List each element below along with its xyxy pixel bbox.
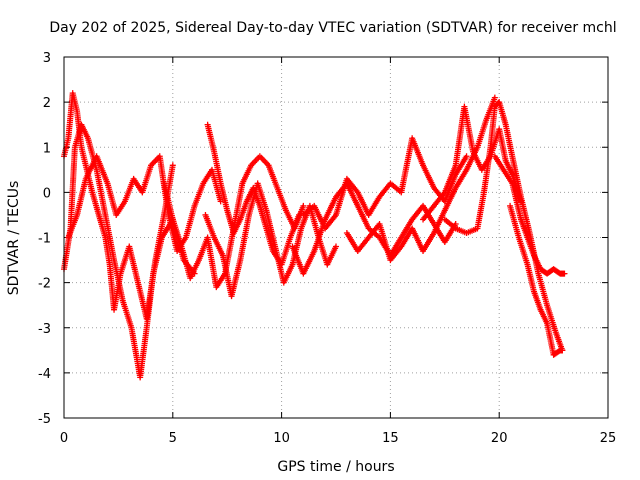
series-sat-track-f: [204, 121, 303, 268]
tick-labels: 0 5 10 15 20 25 -5 -4 -3 -2 -1 0 1 2 3: [38, 51, 616, 446]
y-tick-label: -1: [38, 232, 51, 247]
y-tick-label: 0: [43, 186, 51, 201]
series-sat-track-d: [161, 153, 307, 291]
x-tick-label: 15: [382, 431, 399, 446]
x-tick-label: 10: [273, 431, 290, 446]
series-sat-track-h: [300, 135, 470, 232]
x-tick-label: 5: [169, 431, 177, 446]
series-sat-track-e: [202, 180, 339, 300]
series-sat-track-l: [491, 153, 568, 277]
x-tick-label: 0: [60, 431, 68, 446]
series-sat-track-j: [420, 103, 524, 223]
data-point-marker: [463, 153, 470, 160]
data-point-marker: [300, 202, 307, 209]
x-tick-label: 25: [600, 431, 617, 446]
data-point-marker: [495, 99, 502, 106]
y-tick-label: -3: [38, 322, 51, 337]
x-tick-label: 20: [491, 431, 508, 446]
y-tick-label: -4: [38, 367, 51, 382]
y-tick-label: 3: [43, 51, 51, 66]
series-sat-track-m: [507, 202, 566, 358]
data-point-marker: [169, 162, 176, 169]
data-point-marker: [561, 270, 568, 277]
plot-frame: [63, 56, 609, 419]
data-points: [61, 90, 568, 381]
y-tick-label: -5: [38, 412, 51, 427]
y-tick-label: -2: [38, 277, 51, 292]
data-point-marker: [333, 243, 339, 250]
data-point-marker: [559, 347, 566, 354]
grid: [64, 57, 608, 418]
y-axis-label: SDTVAR / TECUs: [6, 181, 22, 296]
series-sat-track-g: [289, 180, 459, 277]
y-tick-label: 1: [43, 141, 51, 156]
x-axis-label: GPS time / hours: [277, 459, 394, 475]
y-tick-label: 2: [43, 96, 51, 111]
data-point-marker: [491, 94, 498, 101]
chart-title: Day 202 of 2025, Sidereal Day-to-day VTE…: [49, 20, 616, 36]
series-sat-track-a: [61, 90, 176, 322]
